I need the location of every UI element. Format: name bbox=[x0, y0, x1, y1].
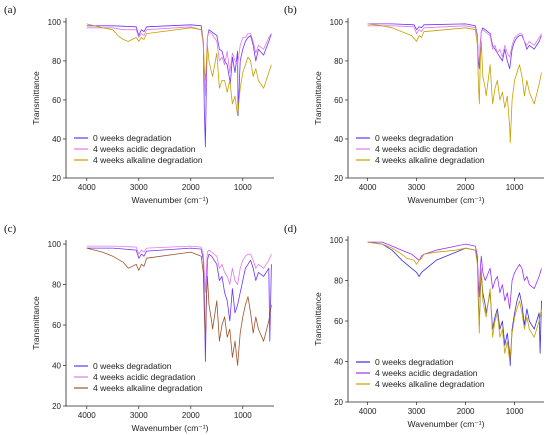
x-tick-label: 3000 bbox=[130, 411, 148, 420]
y-tick-label: 40 bbox=[52, 362, 61, 371]
legend-label: 0 weeks degradation bbox=[93, 361, 172, 371]
x-axis-title: Wavenumber (cm⁻¹) bbox=[132, 195, 209, 205]
series-line-2 bbox=[86, 245, 272, 294]
y-tick-label: 100 bbox=[330, 18, 344, 27]
panel-b: (b) 20 40 60 80 100 4000 3000 2000 1000 Wavenumber… bbox=[284, 4, 544, 205]
y-axis-title: Transmittance bbox=[31, 296, 41, 350]
x-tick-label: 3000 bbox=[408, 183, 426, 192]
y-tick-label: 100 bbox=[48, 240, 62, 249]
panel-label: (d) bbox=[284, 223, 297, 235]
x-axis-title: Wavenumber (cm⁻¹) bbox=[408, 195, 485, 205]
y-tick-label: 60 bbox=[334, 96, 343, 105]
x-tick-label: 3000 bbox=[130, 183, 148, 192]
series-group bbox=[367, 241, 542, 367]
x-tick-label: 4000 bbox=[359, 183, 377, 192]
x-tick-label: 1000 bbox=[506, 407, 524, 416]
series-line-3 bbox=[86, 23, 272, 116]
legend-label: 4 weeks acidic degradation bbox=[93, 144, 196, 154]
y-tick-label: 80 bbox=[334, 277, 343, 286]
y-tick-label: 60 bbox=[52, 321, 61, 330]
y-tick-label: 80 bbox=[52, 57, 61, 66]
y-tick-label: 20 bbox=[52, 402, 61, 411]
y-tick-label: 100 bbox=[48, 18, 62, 27]
x-tick-label: 4000 bbox=[359, 407, 377, 416]
y-axis-title: Transmittance bbox=[31, 71, 41, 125]
x-tick-label: 1000 bbox=[234, 411, 252, 420]
series-line-2 bbox=[86, 26, 272, 97]
series-line-3 bbox=[86, 247, 272, 366]
x-tick-label: 4000 bbox=[78, 411, 96, 420]
y-tick-label: 100 bbox=[330, 236, 344, 245]
series-group bbox=[367, 23, 542, 144]
legend-label: 4 weeks acidic degradation bbox=[93, 372, 196, 382]
legend-label: 0 weeks degradation bbox=[375, 357, 454, 367]
legend-label: 4 weeks alkaline degradation bbox=[93, 155, 203, 165]
y-tick-label: 60 bbox=[334, 317, 343, 326]
y-tick-label: 40 bbox=[334, 358, 343, 367]
y-tick-label: 40 bbox=[334, 135, 343, 144]
y-tick-label: 20 bbox=[334, 398, 343, 407]
y-tick-label: 20 bbox=[334, 174, 343, 183]
x-axis-title: Wavenumber (cm⁻¹) bbox=[408, 419, 485, 429]
legend-label: 4 weeks alkaline degradation bbox=[93, 383, 203, 393]
x-axis-title: Wavenumber (cm⁻¹) bbox=[132, 423, 209, 433]
series-line-1 bbox=[86, 24, 272, 148]
x-tick-label: 4000 bbox=[78, 183, 96, 192]
x-tick-label: 1000 bbox=[234, 183, 252, 192]
panel-c: (c) 20 40 60 80 100 4000 3000 2000 1000 Wavenumber… bbox=[4, 223, 274, 433]
series-line-3 bbox=[367, 241, 542, 362]
series-group bbox=[86, 23, 272, 148]
panel-label: (c) bbox=[4, 223, 17, 235]
panel-label: (a) bbox=[4, 4, 17, 16]
legend-label: 0 weeks degradation bbox=[375, 133, 454, 143]
series-group bbox=[86, 245, 272, 366]
series-line-2 bbox=[367, 241, 542, 310]
legend-label: 4 weeks acidic degradation bbox=[375, 144, 478, 154]
series-line-1 bbox=[86, 247, 272, 362]
series-line-3 bbox=[367, 23, 542, 144]
legend-label: 4 weeks alkaline degradation bbox=[375, 379, 485, 389]
y-tick-label: 60 bbox=[52, 96, 61, 105]
x-tick-label: 3000 bbox=[408, 407, 426, 416]
panel-label: (b) bbox=[284, 4, 297, 16]
series-line-1 bbox=[367, 23, 542, 70]
y-tick-label: 80 bbox=[52, 281, 61, 290]
x-tick-label: 2000 bbox=[457, 407, 475, 416]
y-tick-label: 40 bbox=[52, 135, 61, 144]
panel-d: (d) 20 40 60 80 100 4000 3000 2000 1000 Wavenumber… bbox=[284, 223, 544, 429]
y-tick-label: 20 bbox=[52, 174, 61, 183]
panel-a: (a) 20 40 60 80 100 4000 3000 2000 1000 Wavenumber… bbox=[4, 4, 274, 205]
y-axis-title: Transmittance bbox=[313, 71, 323, 125]
x-tick-label: 2000 bbox=[182, 411, 200, 420]
legend-label: 0 weeks degradation bbox=[93, 133, 172, 143]
y-axis-title: Transmittance bbox=[313, 292, 323, 346]
x-tick-label: 2000 bbox=[457, 183, 475, 192]
series-line-1 bbox=[367, 241, 542, 367]
legend-label: 4 weeks alkaline degradation bbox=[375, 155, 485, 165]
series-line-2 bbox=[367, 25, 542, 62]
y-tick-label: 80 bbox=[334, 57, 343, 66]
x-tick-label: 2000 bbox=[182, 183, 200, 192]
x-tick-label: 1000 bbox=[506, 183, 524, 192]
legend-label: 4 weeks acidic degradation bbox=[375, 368, 478, 378]
